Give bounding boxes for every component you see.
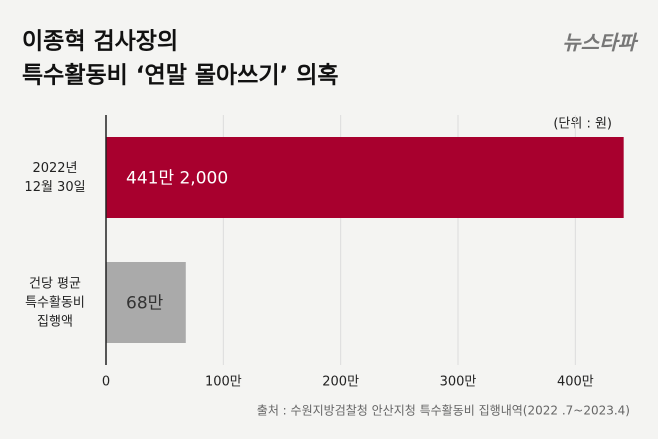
x-tick-label: 0	[102, 375, 110, 390]
bar	[106, 137, 624, 218]
logo: 뉴스타파	[562, 31, 638, 55]
x-tick-label: 200만	[322, 375, 359, 390]
unit-note: (단위 : 원)	[553, 117, 612, 132]
x-tick-label: 300만	[440, 375, 477, 390]
y-tick-label: 건당 평균 특수활동비 집행액	[25, 276, 85, 329]
y-tick-label: 2022년 12월 30일	[24, 160, 86, 195]
bar	[106, 262, 186, 343]
source: 출처 : 수원지방검찰청 안산지청 특수활동비 집행내역(2022 .7~202…	[257, 403, 630, 418]
x-tick-label: 400만	[557, 375, 594, 390]
chart-title: 이종혁 검사장의	[22, 29, 178, 55]
chart-title: 특수활동비 ‘연말 몰아쓰기’ 의혹	[22, 63, 339, 89]
value-label: 441만 2,000	[126, 169, 228, 189]
x-tick-label: 100만	[205, 375, 242, 390]
value-label: 68만	[126, 294, 164, 314]
